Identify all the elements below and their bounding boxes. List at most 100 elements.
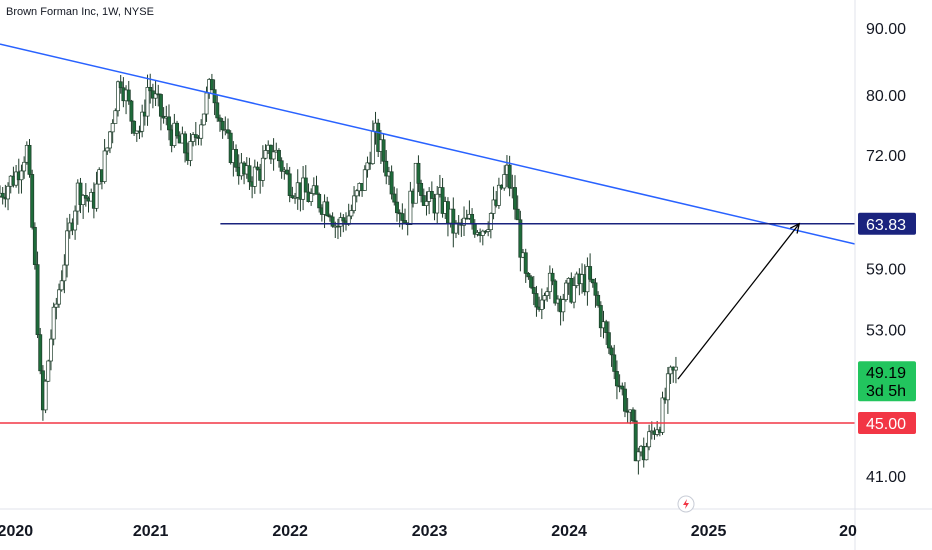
candle — [35, 251, 40, 339]
candle — [338, 212, 343, 237]
time-tick-label: 2022 — [272, 523, 308, 540]
lightning-icon[interactable] — [677, 495, 695, 513]
candle — [54, 297, 59, 320]
candle — [604, 319, 609, 345]
price-axis[interactable]: 90.00 80.00 72.00 59.00 53.00 41.00 — [866, 21, 906, 486]
candle — [435, 185, 440, 225]
price-tick-label: 41.00 — [866, 469, 906, 486]
candle — [644, 442, 649, 461]
time-tick-label: 20 — [839, 523, 857, 540]
candle — [183, 131, 188, 163]
candles-layer — [0, 73, 678, 475]
time-tick-label: 2024 — [551, 523, 587, 540]
candle — [247, 157, 252, 190]
candle — [285, 163, 289, 176]
candle — [325, 196, 330, 217]
candle — [327, 213, 332, 222]
candle — [113, 108, 118, 124]
candle — [59, 270, 64, 292]
candle — [673, 356, 678, 384]
candle — [572, 276, 576, 309]
candle — [542, 292, 547, 309]
candle — [614, 360, 619, 400]
candle — [392, 186, 397, 206]
candle — [277, 148, 281, 168]
descending-trendline[interactable] — [0, 43, 856, 245]
candle — [129, 99, 134, 134]
candle — [416, 155, 421, 193]
time-tick-label: 2021 — [133, 523, 169, 540]
candle — [623, 382, 627, 418]
candle — [260, 145, 265, 187]
candle — [317, 192, 322, 213]
candle — [507, 155, 512, 197]
candle — [145, 74, 150, 126]
candle — [22, 156, 27, 179]
arrow-head — [789, 222, 801, 234]
candle — [647, 424, 652, 451]
candle — [303, 165, 308, 193]
badge-value: 63.83 — [866, 217, 906, 234]
candle — [252, 159, 257, 194]
price-tick-label: 59.00 — [866, 262, 906, 279]
bar-countdown: 3d 5h — [866, 383, 906, 400]
candle — [352, 186, 357, 214]
time-axis[interactable]: 2020 2021 2022 2023 2024 2025 20 — [0, 523, 857, 540]
candle — [140, 104, 145, 138]
candle — [217, 114, 222, 132]
candle — [234, 144, 238, 172]
candle — [57, 283, 61, 308]
candle — [523, 248, 528, 283]
candle — [590, 278, 595, 288]
candle — [38, 327, 43, 375]
candle — [550, 268, 555, 286]
candle — [94, 171, 99, 212]
candle — [32, 222, 37, 270]
candle — [660, 391, 665, 435]
candle — [108, 130, 112, 154]
candle — [336, 218, 340, 240]
candle — [191, 132, 196, 147]
candle — [110, 119, 115, 144]
candle — [451, 197, 456, 248]
candle — [620, 382, 625, 396]
candle — [78, 177, 83, 214]
candle — [598, 301, 603, 338]
candle — [330, 212, 335, 228]
candle — [440, 178, 445, 218]
candle — [588, 253, 593, 282]
candle — [126, 80, 131, 105]
time-tick-label: 2025 — [691, 523, 727, 540]
candle — [593, 278, 598, 308]
candle — [65, 217, 70, 278]
candle — [502, 165, 507, 191]
candle — [201, 113, 206, 126]
price-tick-label: 53.00 — [866, 323, 906, 340]
candle — [0, 187, 5, 205]
candle — [636, 447, 641, 475]
candle — [279, 157, 284, 179]
candle — [27, 139, 32, 178]
candle — [43, 379, 48, 414]
projection-arrow[interactable] — [677, 223, 800, 380]
candle — [518, 210, 523, 272]
candle — [480, 229, 485, 246]
candle — [612, 344, 617, 380]
candle — [116, 80, 120, 117]
candle — [491, 186, 496, 220]
candle — [389, 165, 394, 200]
badge-value: 45.00 — [866, 416, 906, 433]
candle — [290, 186, 295, 200]
candle — [167, 104, 171, 141]
candle — [215, 95, 220, 122]
price-badge: 45.00 — [858, 411, 916, 434]
candle — [118, 74, 123, 94]
candle — [596, 291, 601, 308]
candle — [19, 164, 24, 194]
candle — [81, 194, 86, 219]
candle — [633, 409, 638, 462]
candle — [226, 118, 230, 140]
candle — [271, 138, 276, 171]
candle — [395, 188, 399, 222]
